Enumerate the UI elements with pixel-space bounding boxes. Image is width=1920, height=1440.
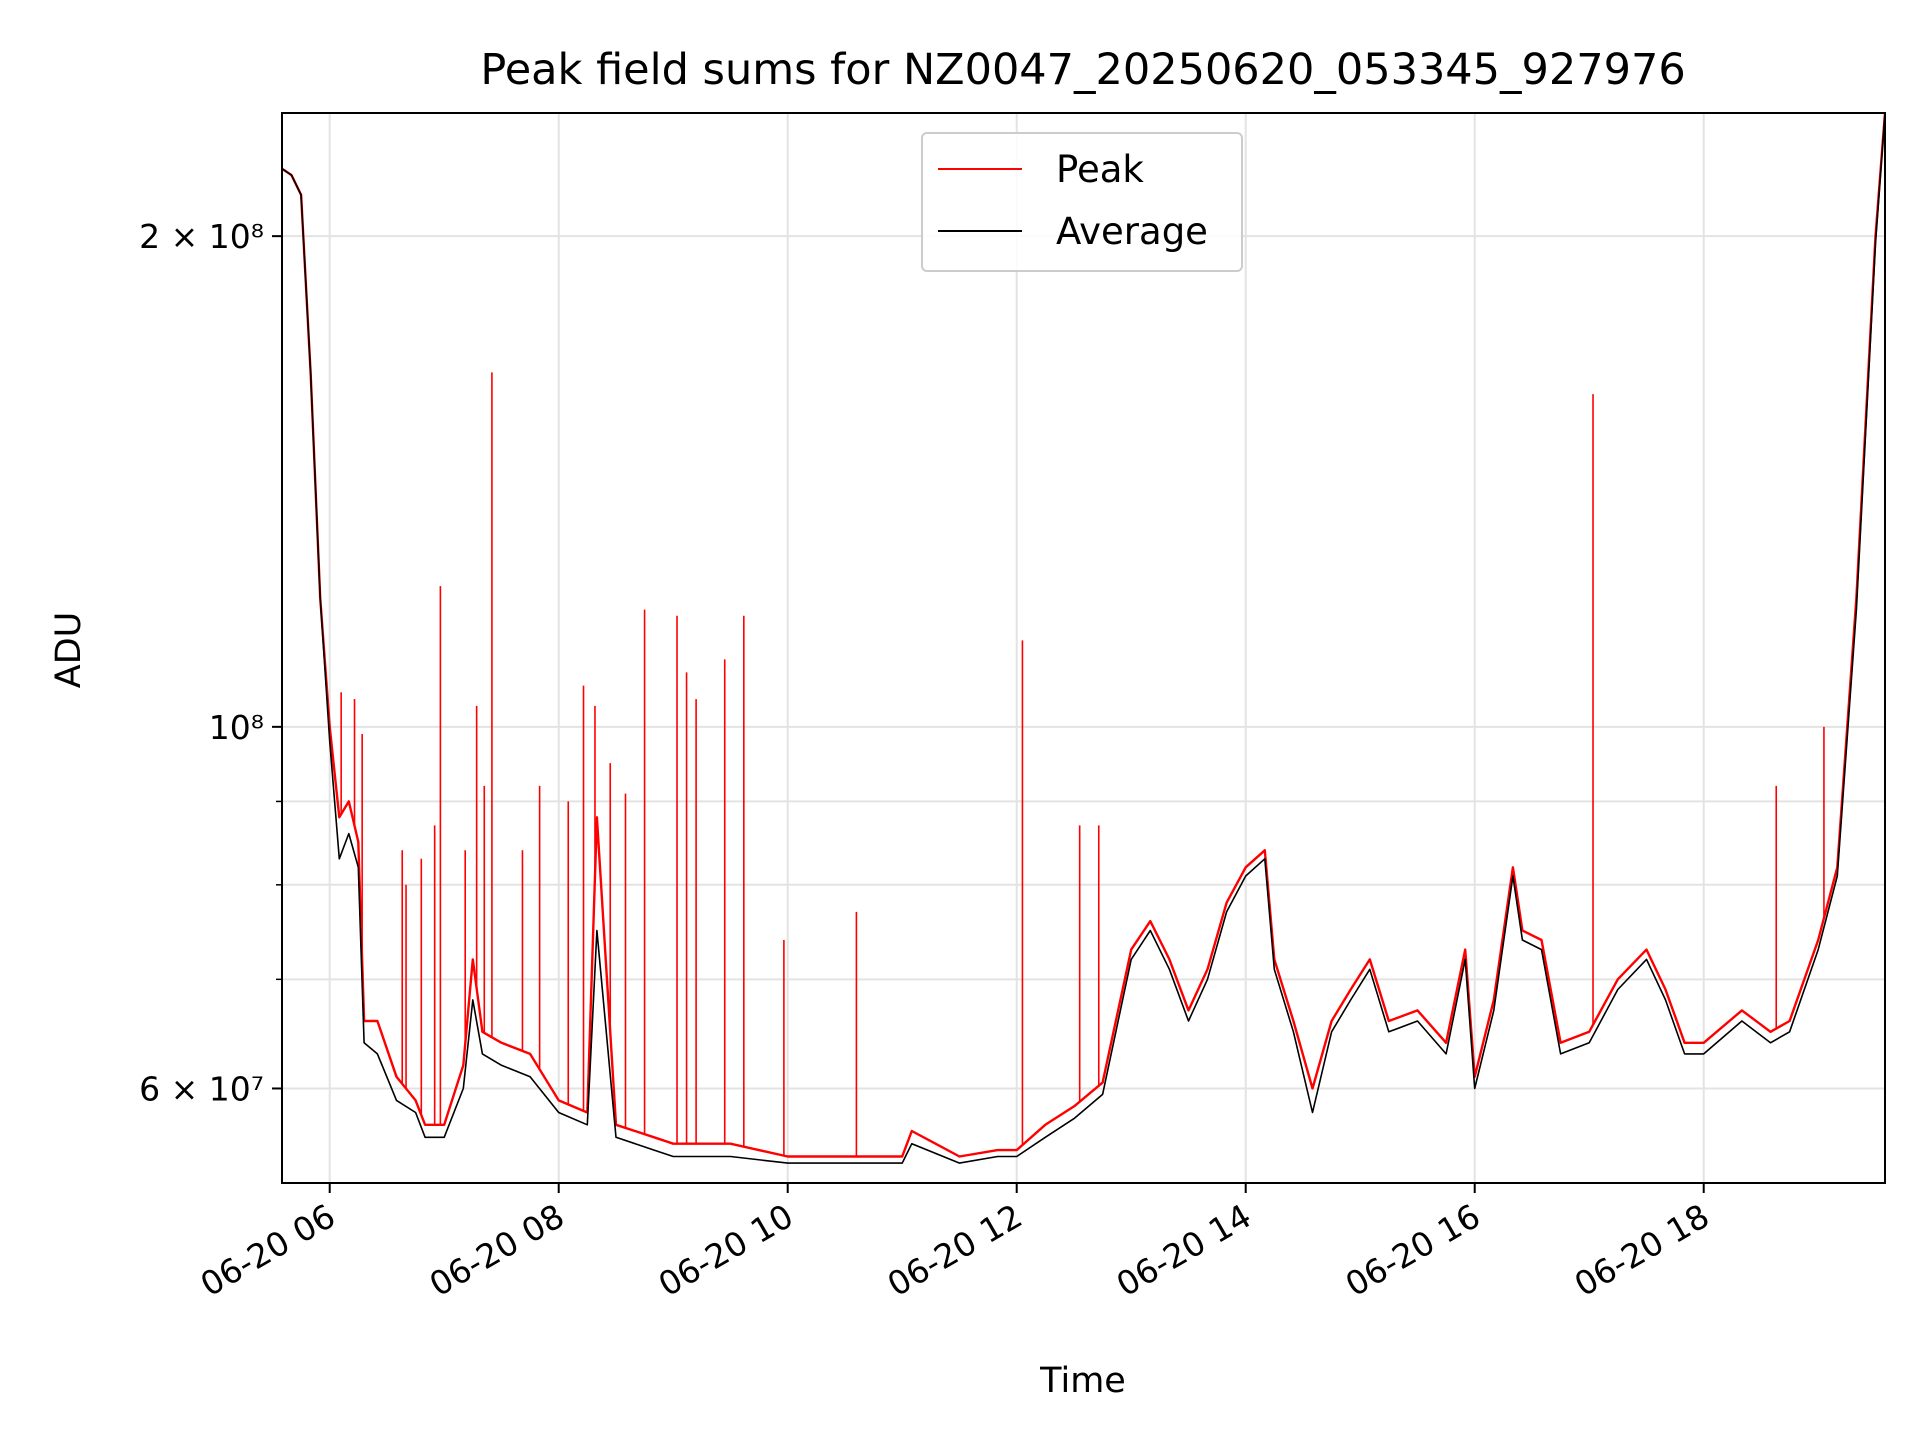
series-line-peak (282, 113, 1885, 1158)
axes-frame (281, 112, 1886, 1184)
y-tick-label: 10⁸ (209, 708, 264, 747)
plot-clipped (282, 113, 1885, 1164)
y-tick-label: 6 × 10⁷ (139, 1069, 264, 1108)
legend: Peak Average (921, 132, 1243, 272)
x-axis-label: Time (1039, 1361, 1126, 1401)
grid (282, 113, 1885, 1183)
legend-label-average: Average (1056, 210, 1208, 253)
y-tick-label: 2 × 10⁸ (139, 217, 264, 256)
plot-area (282, 113, 1885, 1164)
y-axis-label: ADU (49, 612, 89, 689)
chart-title: Peak field sums for NZ0047_20250620_0533… (480, 45, 1685, 95)
legend-box (921, 132, 1243, 272)
series-line-average (282, 113, 1885, 1164)
legend-label-peak: Peak (1056, 148, 1144, 191)
